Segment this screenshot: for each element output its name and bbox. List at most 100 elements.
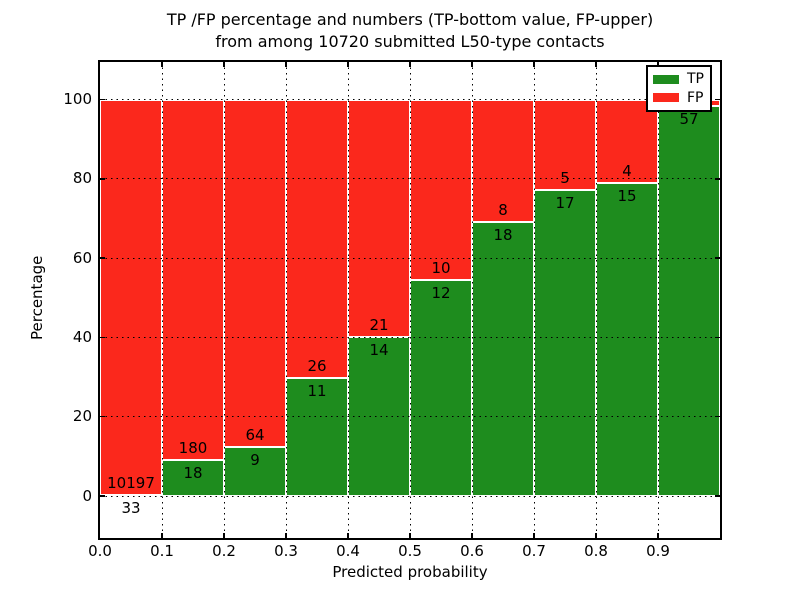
- y-axis-label: Percentage: [28, 255, 46, 341]
- plot-area: 101973318018649261121141012818517415157 …: [98, 60, 722, 540]
- gridline-vertical: [657, 62, 659, 538]
- tp-count-label: 11: [307, 382, 327, 401]
- chart-title-line2: from among 10720 submitted L50-type cont…: [215, 32, 605, 51]
- legend-label-fp: FP: [687, 89, 704, 106]
- bar-tp-segment: [534, 189, 596, 496]
- x-tick-label: 0.7: [522, 542, 546, 560]
- gridline-horizontal: [100, 178, 720, 180]
- y-tick-label: 20: [72, 407, 92, 426]
- x-axis-label: Predicted probability: [332, 563, 488, 581]
- legend-swatch-tp-icon: [653, 74, 679, 84]
- bar-fp-segment: [410, 99, 472, 280]
- y-tick-mark: [715, 495, 720, 497]
- y-tick-label: 40: [72, 327, 92, 346]
- tp-count-label: 33: [121, 498, 141, 517]
- bar-tp-segment: [162, 459, 224, 496]
- bar-fp-segment: [224, 99, 286, 448]
- gridline-vertical: [161, 62, 163, 538]
- fp-count-label: 10: [431, 258, 451, 277]
- fp-count-label: 26: [307, 357, 327, 376]
- y-tick-label: 100: [63, 90, 92, 108]
- x-tick-label: 0.9: [646, 542, 670, 560]
- x-tick-mark: [161, 62, 163, 67]
- gridline-vertical: [533, 62, 535, 538]
- gridline-horizontal: [100, 99, 720, 100]
- x-tick-mark: [533, 533, 535, 538]
- y-tick-label: 60: [72, 248, 92, 267]
- grid-layer: [100, 62, 720, 538]
- gridline-horizontal: [100, 336, 720, 338]
- y-tick-mark: [715, 336, 720, 339]
- x-tick-label: 0.1: [150, 542, 174, 560]
- y-tick-mark: [100, 178, 105, 180]
- y-tick-label: 80: [72, 169, 92, 188]
- chart-title: TP /FP percentage and numbers (TP-bottom…: [100, 9, 720, 53]
- y-tick-mark: [715, 257, 720, 259]
- x-tick-label: 0.4: [336, 542, 360, 560]
- x-tick-mark: [595, 62, 597, 67]
- bar-tp-segment: [658, 106, 720, 496]
- y-tick-mark: [715, 178, 720, 180]
- y-tick-mark: [715, 98, 720, 101]
- legend-label-tp: TP: [687, 71, 704, 88]
- gridline-horizontal: [100, 495, 720, 497]
- bar-labels-layer: 101973318018649261121141012818517415157: [100, 62, 720, 538]
- gridline-vertical: [595, 62, 597, 538]
- x-tick-mark: [657, 533, 659, 538]
- bars-layer: [100, 62, 720, 538]
- tp-count-label: 17: [555, 193, 575, 212]
- tp-count-label: 18: [183, 463, 203, 482]
- fp-count-label: 21: [369, 316, 389, 335]
- x-tick-mark: [285, 533, 287, 538]
- x-tick-mark: [285, 62, 287, 67]
- bar-fp-segment: [348, 99, 410, 338]
- bar-fp-segment: [286, 99, 348, 379]
- bar-tp-segment: [472, 221, 534, 496]
- legend-swatch-fp-icon: [653, 93, 679, 103]
- x-tick-label: 0.3: [274, 542, 298, 560]
- bar-tp-segment: [410, 279, 472, 496]
- tp-count-label: 57: [679, 110, 699, 129]
- ticks-layer: [100, 62, 720, 538]
- x-tick-mark: [161, 533, 163, 538]
- x-tick-mark: [347, 533, 349, 538]
- x-tick-mark: [471, 533, 473, 538]
- tp-count-label: 9: [250, 451, 260, 470]
- legend-item-fp: FP: [653, 91, 705, 105]
- tp-count-label: 12: [431, 283, 451, 302]
- y-tick-label: 0: [82, 486, 92, 505]
- x-tick-label: 0.8: [584, 542, 608, 560]
- x-tick-label: 0.6: [460, 542, 484, 560]
- gridline-vertical: [285, 62, 287, 538]
- fp-count-label: 4: [622, 161, 632, 180]
- x-tick-mark: [533, 62, 535, 67]
- gridline-vertical: [223, 62, 225, 538]
- fp-count-label: 10197: [107, 473, 155, 492]
- y-tick-mark: [100, 336, 105, 339]
- bar-tp-segment: [286, 378, 348, 496]
- chart-title-line1: TP /FP percentage and numbers (TP-bottom…: [166, 10, 654, 29]
- y-tick-mark: [100, 98, 105, 101]
- fp-count-label: 180: [178, 438, 208, 457]
- x-tick-mark: [657, 62, 659, 67]
- fp-count-label: 64: [245, 426, 265, 445]
- x-tick-mark: [409, 533, 411, 538]
- gridline-vertical: [409, 62, 411, 538]
- x-tick-mark: [347, 62, 349, 67]
- y-tick-mark: [715, 415, 720, 418]
- x-tick-label: 0.0: [88, 542, 112, 560]
- tp-count-label: 14: [369, 341, 389, 360]
- x-tick-mark: [471, 62, 473, 67]
- y-tick-mark: [100, 495, 105, 497]
- y-tick-mark: [100, 257, 105, 259]
- tp-count-label: 18: [493, 225, 513, 244]
- gridline-vertical: [347, 62, 349, 538]
- x-tick-mark: [595, 533, 597, 538]
- bar-fp-segment: [534, 99, 596, 190]
- x-tick-mark: [223, 533, 225, 538]
- x-tick-mark: [409, 62, 411, 67]
- gridline-horizontal: [100, 257, 720, 259]
- legend: TP FP: [646, 65, 712, 112]
- gridline-vertical: [471, 62, 473, 538]
